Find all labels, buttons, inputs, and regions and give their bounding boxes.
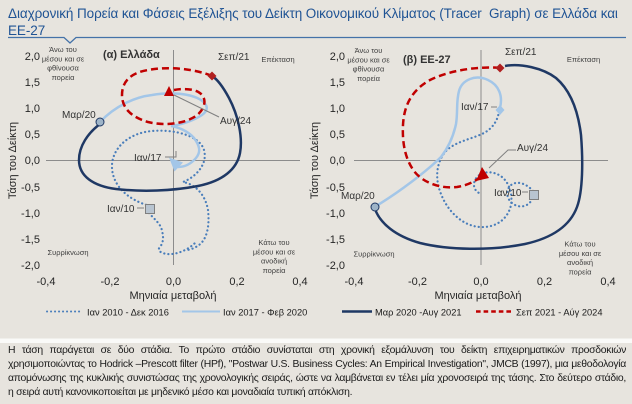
svg-text:0,0: 0,0 xyxy=(25,155,40,167)
svg-text:Συρρίκνωση: Συρρίκνωση xyxy=(47,248,88,257)
svg-text:0,4: 0,4 xyxy=(292,276,307,288)
svg-text:Σεπ/21: Σεπ/21 xyxy=(218,52,250,63)
svg-text:Κάτω του: Κάτω του xyxy=(258,238,289,247)
svg-text:Συρρίκνωση: Συρρίκνωση xyxy=(353,250,394,259)
svg-text:Άνω του: Άνω του xyxy=(49,45,77,54)
svg-text:0,4: 0,4 xyxy=(600,276,615,288)
svg-text:Ιαν/10: Ιαν/10 xyxy=(494,188,522,199)
svg-text:πορεία: πορεία xyxy=(52,73,76,82)
svg-text:1,0: 1,0 xyxy=(25,103,40,115)
svg-text:Επέκταση: Επέκταση xyxy=(567,55,600,64)
svg-text:1,5: 1,5 xyxy=(25,77,40,89)
svg-text:0,0: 0,0 xyxy=(330,155,345,167)
svg-text:-1,0: -1,0 xyxy=(326,208,345,220)
svg-text:Μαρ 2020 -Αυγ 2021: Μαρ 2020 -Αυγ 2021 xyxy=(375,308,462,318)
svg-text:-0,5: -0,5 xyxy=(326,182,345,194)
svg-text:-2,0: -2,0 xyxy=(326,260,345,272)
svg-text:Τάση του Δείκτη: Τάση του Δείκτη xyxy=(309,122,321,199)
svg-text:πορεία: πορεία xyxy=(357,74,381,83)
svg-text:Ιαν/17: Ιαν/17 xyxy=(461,102,489,113)
svg-text:0,2: 0,2 xyxy=(537,276,552,288)
svg-text:-0,4: -0,4 xyxy=(37,276,56,288)
svg-text:0,5: 0,5 xyxy=(330,129,345,141)
svg-text:ανοδική: ανοδική xyxy=(261,257,287,266)
svg-text:Αυγ/24: Αυγ/24 xyxy=(220,116,251,127)
svg-text:Ιαν/17: Ιαν/17 xyxy=(134,153,162,164)
svg-text:Μηνιαία μεταβολή: Μηνιαία μεταβολή xyxy=(434,290,521,302)
svg-text:Μαρ/20: Μαρ/20 xyxy=(62,110,96,121)
svg-text:-0,2: -0,2 xyxy=(101,276,120,288)
svg-text:Μηνιαία μεταβολή: Μηνιαία μεταβολή xyxy=(129,290,216,302)
svg-text:Άνω του: Άνω του xyxy=(355,46,383,55)
svg-text:Μαρ/20: Μαρ/20 xyxy=(341,191,375,202)
svg-text:φθίνουσα: φθίνουσα xyxy=(353,65,385,74)
svg-text:-0,4: -0,4 xyxy=(345,276,364,288)
svg-text:Επέκταση: Επέκταση xyxy=(261,55,294,64)
svg-text:-1,0: -1,0 xyxy=(21,208,40,220)
svg-text:1,5: 1,5 xyxy=(330,77,345,89)
svg-text:0,2: 0,2 xyxy=(229,276,244,288)
svg-text:Ιαν 2010 - Δεκ 2016: Ιαν 2010 - Δεκ 2016 xyxy=(87,308,169,318)
svg-text:2,0: 2,0 xyxy=(330,51,345,63)
svg-text:μέσου και σε: μέσου και σε xyxy=(253,247,296,256)
svg-text:(α) Ελλάδα: (α) Ελλάδα xyxy=(103,49,160,61)
svg-text:0,0: 0,0 xyxy=(166,276,181,288)
svg-text:-1,5: -1,5 xyxy=(21,234,40,246)
svg-text:Τάση του Δείκτη: Τάση του Δείκτη xyxy=(7,122,19,199)
svg-text:0,5: 0,5 xyxy=(25,129,40,141)
svg-text:φθίνουσα: φθίνουσα xyxy=(47,64,79,73)
svg-text:Ιαν 2017 - Φεβ 2020: Ιαν 2017 - Φεβ 2020 xyxy=(223,308,307,318)
svg-text:μέσου και σε: μέσου και σε xyxy=(559,249,602,258)
svg-text:πορεία: πορεία xyxy=(569,267,593,276)
svg-text:μέσου και σε: μέσου και σε xyxy=(42,54,85,63)
svg-text:μέσου και σε: μέσου και σε xyxy=(347,55,390,64)
svg-text:Ιαν/10: Ιαν/10 xyxy=(107,204,135,215)
svg-text:1,0: 1,0 xyxy=(330,103,345,115)
svg-text:(β) ΕΕ-27: (β) ΕΕ-27 xyxy=(403,54,451,66)
svg-text:-1,5: -1,5 xyxy=(326,234,345,246)
svg-text:-0,2: -0,2 xyxy=(408,276,427,288)
svg-text:Σεπ/21: Σεπ/21 xyxy=(505,47,537,58)
svg-text:Κάτω του: Κάτω του xyxy=(564,240,595,249)
svg-text:πορεία: πορεία xyxy=(263,266,287,275)
svg-text:-0,5: -0,5 xyxy=(21,182,40,194)
svg-text:ανοδική: ανοδική xyxy=(567,258,593,267)
svg-text:-2,0: -2,0 xyxy=(21,260,40,272)
svg-text:0,0: 0,0 xyxy=(473,276,488,288)
svg-text:2,0: 2,0 xyxy=(25,51,40,63)
svg-text:Σεπ 2021 - Αύγ 2024: Σεπ 2021 - Αύγ 2024 xyxy=(516,308,603,318)
svg-text:Αυγ/24: Αυγ/24 xyxy=(517,143,548,154)
